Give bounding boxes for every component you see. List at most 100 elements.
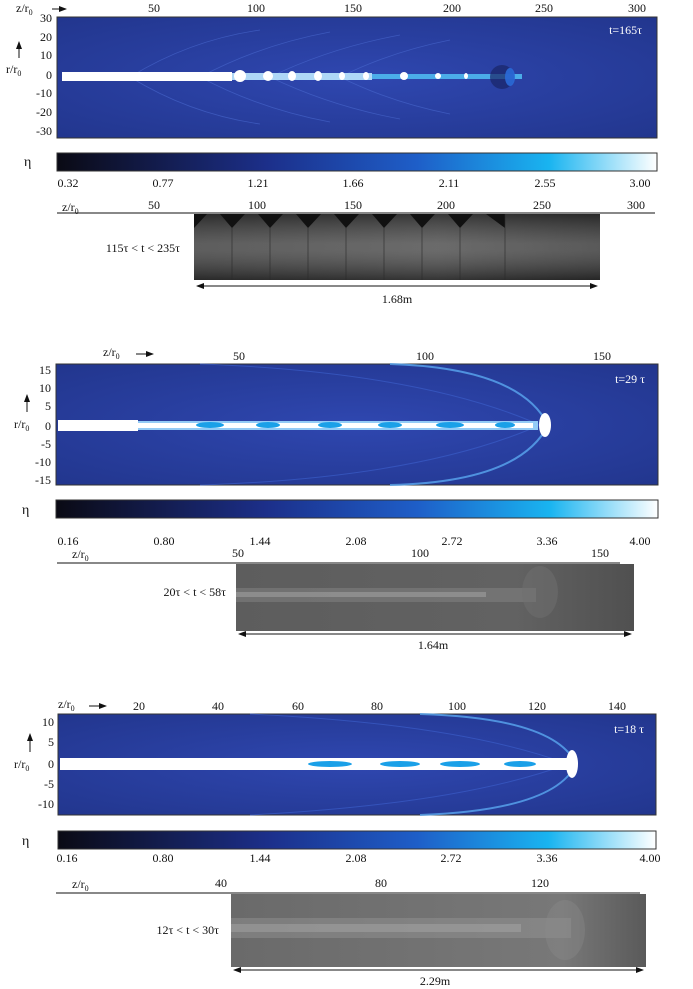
z-tick: 50 (233, 349, 245, 363)
z-tick: 100 (247, 1, 265, 15)
panel-1: z/r0 50 100 150 200 250 300 r/r0 30 20 1… (6, 1, 658, 306)
colorbar (56, 152, 658, 172)
simulation-field-2: t=29 τ (55, 363, 659, 486)
photo-z-ticks: 50 100 150 200 250 300 (148, 198, 645, 212)
r-tick-labels: 10 5 0 -5 -10 (38, 715, 54, 811)
r-tick: 10 (39, 381, 51, 395)
r-tick-labels: 30 20 10 0 -10 -20 -30 (36, 11, 52, 138)
colorbar (55, 499, 659, 519)
z-tick: 200 (443, 1, 461, 15)
z-tick-labels: 20 40 60 80 100 120 140 (133, 699, 626, 713)
photo-tick: 150 (591, 546, 609, 560)
cb-tick: 1.44 (250, 534, 271, 548)
panel-2: z/r0 50 100 150 r/r0 15 10 5 0 -5 -10 -1… (14, 345, 659, 652)
time-label: t=29 τ (615, 372, 645, 386)
z-tick: 50 (148, 1, 160, 15)
colorbar-symbol: η (24, 155, 31, 170)
photo-tick: 250 (533, 198, 551, 212)
photo-tick: 40 (215, 876, 227, 890)
jet-knots (196, 422, 515, 428)
z-tick: 300 (628, 1, 646, 15)
photo-strip-2 (236, 564, 634, 631)
r-tick: -5 (41, 437, 51, 451)
photo-tick: 100 (411, 546, 429, 560)
cb-tick: 0.80 (153, 851, 174, 865)
r-tick: -10 (38, 797, 54, 811)
jet-core (58, 420, 138, 431)
cb-tick: 4.00 (640, 851, 661, 865)
z-axis-label: z/r0 (103, 345, 120, 361)
z-axis-label: z/r0 (16, 1, 33, 17)
time-label: t=165τ (609, 23, 642, 37)
photo-tick: 200 (437, 198, 455, 212)
jet-head (566, 750, 578, 778)
r-tick: 0 (48, 757, 54, 771)
photo-notches (194, 214, 505, 228)
z-tick: 150 (344, 1, 362, 15)
r-axis-label: r/r0 (14, 757, 29, 773)
r-tick: -30 (36, 124, 52, 138)
r-tick: 10 (40, 48, 52, 62)
z-axis-label: z/r0 (58, 697, 75, 713)
r-tick: 0 (46, 68, 52, 82)
photo-tick: 50 (232, 546, 244, 560)
scale-label: 2.29m (420, 974, 451, 988)
r-tick: -5 (44, 777, 54, 791)
photo-strip-1 (194, 214, 600, 280)
jet-core (62, 72, 232, 81)
cb-tick: 0.16 (57, 851, 78, 865)
photo-z-ticks: 40 80 120 (215, 876, 549, 890)
jet-knots (308, 761, 536, 767)
cb-tick: 4.00 (630, 534, 651, 548)
cb-tick: 1.44 (250, 851, 271, 865)
r-tick-labels: 15 10 5 0 -5 -10 -15 (35, 363, 51, 487)
cb-tick: 1.21 (248, 176, 269, 190)
cb-tick: 1.66 (343, 176, 364, 190)
cb-tick: 0.80 (154, 534, 175, 548)
photo-tick: 120 (531, 876, 549, 890)
photo-time-label: 115τ < t < 235τ (106, 241, 180, 255)
colorbar-ticks: 0.16 0.80 1.44 2.08 2.72 3.36 4.00 (57, 851, 661, 865)
photo-strip-3 (231, 894, 646, 967)
z-tick: 150 (593, 349, 611, 363)
z-tick: 140 (608, 699, 626, 713)
photo-z-ticks: 50 100 150 (232, 546, 609, 560)
cb-tick: 3.00 (630, 176, 651, 190)
photo-z-label: z/r0 (62, 200, 79, 216)
z-tick: 120 (528, 699, 546, 713)
z-tick: 40 (212, 699, 224, 713)
photo-tick: 100 (248, 198, 266, 212)
photo-tick: 150 (344, 198, 362, 212)
colorbar-ticks: 0.32 0.77 1.21 1.66 2.11 2.55 3.00 (58, 176, 651, 190)
z-tick: 60 (292, 699, 304, 713)
r-tick: -20 (36, 105, 52, 119)
z-tick: 20 (133, 699, 145, 713)
cb-tick: 2.08 (346, 534, 367, 548)
r-tick: -10 (35, 455, 51, 469)
photo-z-label: z/r0 (72, 547, 89, 563)
photo-tick: 300 (627, 198, 645, 212)
r-axis-label: r/r0 (6, 62, 21, 78)
r-tick: 15 (39, 363, 51, 377)
cb-tick: 2.08 (346, 851, 367, 865)
simulation-field-1: t=165τ (56, 16, 658, 139)
z-tick: 100 (448, 699, 466, 713)
colorbar-symbol: η (22, 503, 29, 518)
photo-tick: 50 (148, 198, 160, 212)
jet-head (539, 413, 551, 437)
cb-tick: 2.55 (535, 176, 556, 190)
z-tick: 100 (416, 349, 434, 363)
scale-label: 1.68m (382, 292, 413, 306)
cb-tick: 0.32 (58, 176, 79, 190)
cb-tick: 2.72 (441, 851, 462, 865)
jet-knots (234, 70, 468, 82)
time-label: t=18 τ (614, 722, 644, 736)
r-tick: 10 (42, 715, 54, 729)
cb-tick: 2.72 (442, 534, 463, 548)
z-tick: 80 (371, 699, 383, 713)
simulation-field-3: t=18 τ (57, 713, 657, 816)
cb-tick: 0.77 (153, 176, 174, 190)
colorbar-symbol: η (22, 834, 29, 849)
photo-time-label: 12τ < t < 30τ (156, 923, 219, 937)
